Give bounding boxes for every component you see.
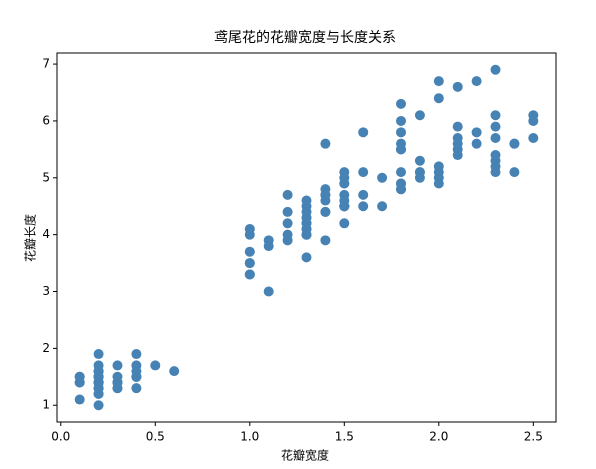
point	[396, 115, 407, 126]
point	[339, 218, 350, 229]
point	[396, 127, 407, 138]
point	[131, 371, 142, 382]
y-tick-label: 5	[42, 170, 50, 184]
x-tick-label: 0.0	[51, 430, 70, 444]
chart-title: 鸢尾花的花瓣宽度与长度关系	[214, 29, 396, 46]
point	[244, 269, 255, 280]
point	[150, 360, 161, 371]
point	[433, 76, 444, 87]
point	[414, 155, 425, 166]
point	[263, 286, 274, 297]
x-tick-label: 0.5	[146, 430, 165, 444]
point	[339, 201, 350, 212]
point	[112, 377, 123, 388]
point	[358, 127, 369, 138]
point	[396, 98, 407, 109]
point	[301, 212, 312, 223]
point	[471, 127, 482, 138]
point	[112, 360, 123, 371]
point	[93, 349, 104, 360]
point	[490, 64, 501, 75]
point	[433, 161, 444, 172]
point	[490, 150, 501, 161]
y-tick-label: 1	[42, 398, 50, 412]
point	[452, 121, 463, 132]
point	[131, 383, 142, 394]
point	[244, 246, 255, 257]
point	[396, 144, 407, 155]
point	[282, 218, 293, 229]
point	[490, 161, 501, 172]
point	[471, 76, 482, 87]
point	[358, 201, 369, 212]
point	[452, 150, 463, 161]
y-tick-label: 7	[42, 57, 50, 71]
point	[93, 400, 104, 411]
x-tick-label: 2.0	[429, 430, 448, 444]
point	[396, 184, 407, 195]
point	[74, 377, 85, 388]
point	[93, 377, 104, 388]
point	[169, 366, 180, 377]
point	[452, 138, 463, 149]
point	[452, 81, 463, 92]
point	[131, 349, 142, 360]
point	[282, 229, 293, 240]
point	[528, 133, 539, 144]
x-tick-label: 2.5	[524, 430, 543, 444]
y-tick-label: 4	[42, 227, 50, 241]
x-tick-label: 1.0	[240, 430, 259, 444]
point	[490, 121, 501, 132]
point	[244, 258, 255, 269]
point	[244, 223, 255, 234]
y-tick-label: 2	[42, 341, 50, 355]
point	[414, 172, 425, 183]
y-axis-label: 花瓣长度	[23, 214, 38, 262]
point	[282, 206, 293, 217]
point	[320, 235, 331, 246]
point	[320, 206, 331, 217]
point	[396, 167, 407, 178]
y-tick-label: 6	[42, 113, 50, 127]
y-tick-label: 3	[42, 284, 50, 298]
point	[490, 133, 501, 144]
point	[263, 241, 274, 252]
point	[358, 189, 369, 200]
point	[301, 252, 312, 263]
point	[320, 138, 331, 149]
x-tick-label: 1.5	[335, 430, 354, 444]
point	[339, 167, 350, 178]
point	[414, 110, 425, 121]
point	[509, 138, 520, 149]
point	[320, 195, 331, 206]
point	[528, 110, 539, 121]
point	[471, 138, 482, 149]
point	[301, 223, 312, 234]
point	[490, 110, 501, 121]
point	[377, 201, 388, 212]
point	[433, 178, 444, 189]
point	[301, 195, 312, 206]
plot-frame	[56, 52, 557, 423]
point	[377, 172, 388, 183]
point	[74, 394, 85, 405]
point	[320, 184, 331, 195]
point	[433, 93, 444, 104]
point	[509, 167, 520, 178]
point	[282, 189, 293, 200]
point	[339, 189, 350, 200]
x-axis-label: 花瓣宽度	[281, 448, 329, 463]
point	[358, 167, 369, 178]
